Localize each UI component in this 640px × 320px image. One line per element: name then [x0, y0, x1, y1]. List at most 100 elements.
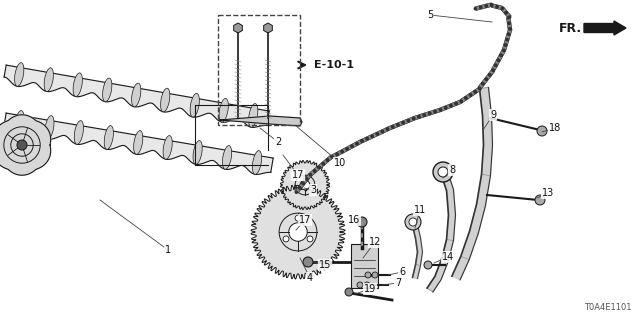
Text: 11: 11 — [414, 205, 426, 215]
Ellipse shape — [252, 151, 262, 174]
Circle shape — [407, 120, 410, 122]
Polygon shape — [408, 117, 414, 122]
Circle shape — [434, 110, 436, 113]
Polygon shape — [314, 166, 320, 172]
Circle shape — [485, 78, 488, 80]
Text: 12: 12 — [369, 237, 381, 247]
Text: 18: 18 — [549, 123, 561, 133]
Circle shape — [346, 148, 348, 150]
Polygon shape — [264, 23, 273, 33]
Polygon shape — [351, 142, 358, 148]
Circle shape — [482, 83, 484, 85]
Circle shape — [460, 100, 462, 102]
Circle shape — [295, 191, 298, 193]
Polygon shape — [450, 102, 457, 108]
Circle shape — [381, 131, 383, 132]
Circle shape — [537, 126, 547, 136]
Circle shape — [307, 236, 313, 242]
Circle shape — [309, 173, 312, 176]
Circle shape — [365, 272, 371, 278]
Polygon shape — [356, 139, 363, 145]
Text: 6: 6 — [399, 267, 405, 277]
Circle shape — [492, 69, 494, 71]
Text: 15: 15 — [319, 260, 331, 270]
Circle shape — [433, 162, 453, 182]
Circle shape — [474, 91, 476, 93]
Circle shape — [502, 49, 505, 52]
Circle shape — [364, 282, 370, 288]
Circle shape — [351, 145, 353, 147]
Circle shape — [501, 7, 504, 10]
Circle shape — [418, 116, 420, 118]
Polygon shape — [4, 113, 273, 174]
Circle shape — [502, 7, 504, 9]
Polygon shape — [387, 125, 394, 131]
Circle shape — [424, 261, 432, 269]
Text: 17: 17 — [292, 170, 304, 180]
Circle shape — [397, 124, 399, 126]
Polygon shape — [501, 7, 508, 14]
Circle shape — [505, 12, 507, 14]
Ellipse shape — [163, 136, 172, 159]
Ellipse shape — [74, 121, 83, 144]
Polygon shape — [251, 185, 345, 279]
Ellipse shape — [219, 99, 228, 122]
Text: 16: 16 — [348, 215, 360, 225]
Circle shape — [322, 163, 324, 165]
Text: 13: 13 — [542, 188, 554, 198]
Circle shape — [405, 214, 421, 230]
Polygon shape — [309, 170, 316, 176]
Circle shape — [496, 6, 498, 8]
Polygon shape — [492, 64, 497, 71]
Polygon shape — [0, 115, 51, 175]
Polygon shape — [460, 97, 467, 103]
Circle shape — [306, 178, 308, 180]
Circle shape — [509, 28, 511, 30]
Polygon shape — [445, 104, 452, 109]
Circle shape — [492, 69, 494, 71]
Circle shape — [418, 116, 420, 118]
Polygon shape — [346, 145, 353, 151]
Circle shape — [508, 17, 509, 19]
Ellipse shape — [44, 68, 53, 92]
Polygon shape — [318, 162, 324, 169]
Polygon shape — [376, 130, 383, 136]
Text: 8: 8 — [449, 165, 455, 175]
Circle shape — [361, 140, 363, 142]
Ellipse shape — [223, 146, 232, 169]
Ellipse shape — [102, 78, 112, 102]
Circle shape — [299, 187, 301, 189]
Circle shape — [479, 6, 482, 8]
Circle shape — [497, 59, 499, 61]
Circle shape — [326, 159, 328, 161]
Circle shape — [508, 33, 510, 35]
Circle shape — [508, 22, 510, 24]
Circle shape — [509, 16, 511, 18]
Circle shape — [413, 117, 415, 119]
Polygon shape — [452, 87, 493, 280]
Text: 1: 1 — [165, 245, 171, 255]
Circle shape — [356, 143, 358, 145]
Circle shape — [460, 100, 462, 102]
Circle shape — [439, 109, 442, 111]
Circle shape — [429, 112, 431, 114]
Polygon shape — [413, 224, 422, 279]
Circle shape — [357, 217, 367, 227]
Circle shape — [479, 87, 481, 89]
Ellipse shape — [15, 111, 24, 134]
Polygon shape — [336, 150, 343, 156]
Circle shape — [297, 187, 300, 190]
Circle shape — [509, 28, 511, 30]
Polygon shape — [497, 5, 503, 10]
Text: FR.: FR. — [559, 21, 582, 35]
Polygon shape — [413, 115, 419, 120]
Circle shape — [440, 109, 442, 111]
Circle shape — [303, 176, 307, 179]
Circle shape — [326, 159, 329, 161]
Circle shape — [479, 88, 481, 90]
Ellipse shape — [248, 104, 258, 127]
Circle shape — [300, 180, 310, 190]
Text: 7: 7 — [395, 278, 401, 288]
Polygon shape — [502, 44, 508, 51]
Polygon shape — [470, 90, 476, 97]
